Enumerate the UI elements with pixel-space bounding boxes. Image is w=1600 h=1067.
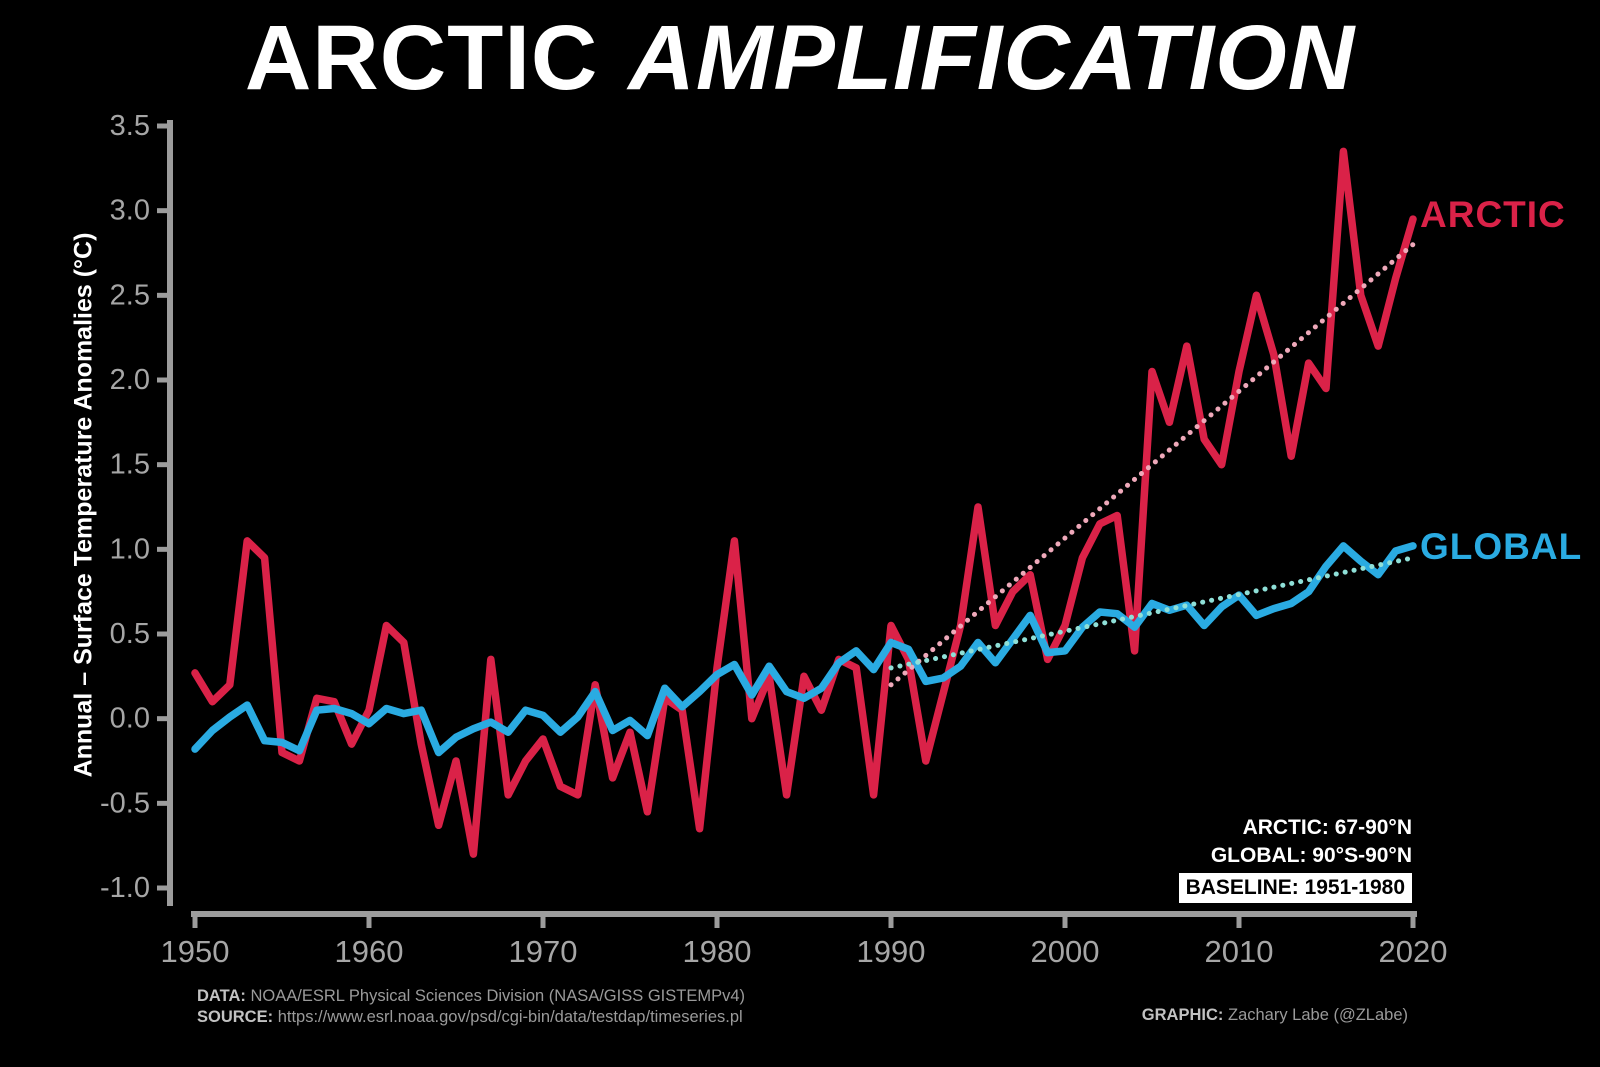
global-line: [191, 542, 1417, 757]
x-tick-label: 2010: [1205, 934, 1274, 969]
baseline-note: BASELINE: 1951-1980: [1178, 872, 1412, 903]
chart-title: ARCTIC AMPLIFICATION: [0, 6, 1600, 111]
global-region-note: GLOBAL: 90°S-90°N: [1210, 843, 1412, 867]
x-tick-label: 1980: [683, 934, 752, 969]
source-credit-line: SOURCE: https://www.esrl.noaa.gov/psd/cg…: [197, 1007, 745, 1028]
arctic-line: [191, 147, 1417, 858]
global-trend-line: [888, 555, 1416, 671]
y-tick-label: 3.0: [110, 195, 150, 227]
y-tick-label: 1.5: [110, 449, 150, 481]
x-tick-label: 1960: [335, 934, 404, 969]
graphic-credit-line: GRAPHIC: Zachary Labe (@ZLabe): [1142, 1006, 1408, 1025]
footer-credits: DATA: NOAA/ESRL Physical Sciences Divisi…: [197, 986, 745, 1027]
source-credit-label: SOURCE:: [197, 1007, 274, 1026]
y-tick-label: 2.0: [110, 364, 150, 396]
y-tick-label: 0.0: [110, 703, 150, 735]
chart-title-word-amplification: AMPLIFICATION: [628, 7, 1356, 109]
chart-title-word-arctic: ARCTIC: [244, 7, 599, 109]
graphic-credit-text: Zachary Labe (@ZLabe): [1227, 1006, 1408, 1024]
y-tick-label: -1.0: [100, 872, 150, 904]
y-tick-label: 2.5: [110, 279, 150, 311]
data-credit-text: NOAA/ESRL Physical Sciences Division (NA…: [250, 987, 746, 1005]
x-tick-label: 1990: [857, 934, 926, 969]
arctic-region-note: ARCTIC: 67-90°N: [1242, 816, 1412, 839]
x-tick-label: 1970: [509, 934, 578, 969]
source-credit-text: https://www.esrl.noaa.gov/psd/cgi-bin/da…: [277, 1007, 743, 1026]
y-tick-label: -0.5: [100, 787, 150, 819]
arctic-series-label: ARCTIC: [1420, 194, 1566, 235]
x-tick-label: 2000: [1031, 934, 1100, 969]
x-tick-label: 1950: [161, 934, 230, 969]
data-credit-label: DATA:: [197, 987, 246, 1005]
graphic-credit-label: GRAPHIC:: [1141, 1006, 1224, 1024]
data-credit-line: DATA: NOAA/ESRL Physical Sciences Divisi…: [197, 986, 745, 1007]
global-series-label: GLOBAL: [1420, 526, 1583, 567]
y-tick-label: 1.0: [110, 533, 150, 565]
y-tick-label: 0.5: [110, 618, 150, 650]
y-tick-label: 3.5: [110, 110, 150, 142]
region-annotations: ARCTIC: 67-90°N GLOBAL: 90°S-90°N BASELI…: [1178, 814, 1412, 903]
arctic-trend-line: [888, 242, 1416, 688]
x-tick-label: 2020: [1379, 934, 1448, 969]
